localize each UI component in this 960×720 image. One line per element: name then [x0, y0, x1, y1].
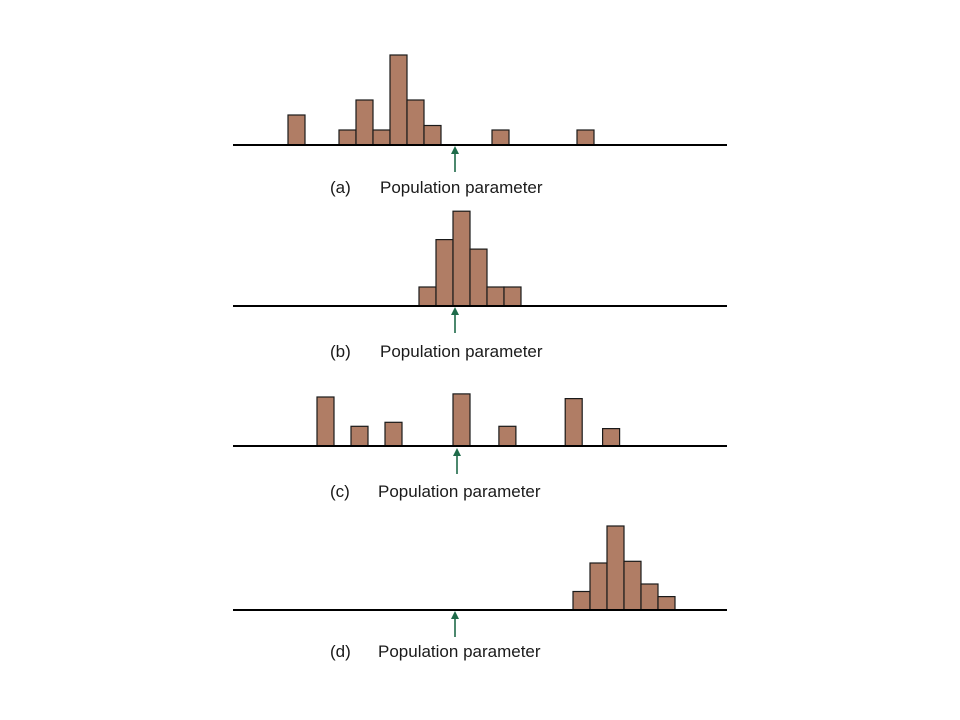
- panel-c-bar-5: [564, 398, 583, 447]
- panel-c: (c) Population parameter: [233, 393, 727, 501]
- panel-c-bar-6: [601, 428, 621, 447]
- panel-d: (d) Population parameter: [233, 525, 727, 661]
- panel-b-tag: (b): [330, 342, 351, 361]
- panel-c-bar-1: [350, 425, 369, 447]
- panel-b-bar-5: [503, 286, 522, 307]
- panel-d-bar-5: [657, 595, 676, 611]
- panel-c-bar-0: [316, 396, 335, 447]
- panel-c-tag: (c): [330, 482, 350, 501]
- panel-c-parameter-arrow: [453, 448, 461, 474]
- panel-d-bar-1: [589, 562, 608, 611]
- panel-b: (b) Population parameter: [233, 210, 727, 361]
- panel-c-caption: Population parameter: [378, 482, 541, 501]
- panel-b-histogram: [418, 210, 522, 307]
- panel-d-histogram: [572, 525, 676, 611]
- panel-a-parameter-arrow: [451, 146, 459, 172]
- panel-a-caption: Population parameter: [380, 178, 543, 197]
- panel-c-bar-2: [384, 421, 403, 447]
- panel-a-bar-5: [406, 99, 425, 146]
- panel-d-bar-3: [623, 560, 642, 611]
- panel-a: (a) Population parameter: [233, 54, 727, 197]
- panel-a-bar-1: [338, 129, 357, 146]
- panel-b-bar-1: [435, 239, 454, 307]
- panel-d-bar-0: [572, 590, 591, 611]
- panel-b-parameter-arrow: [451, 307, 459, 333]
- panel-a-tag: (a): [330, 178, 351, 197]
- panel-a-histogram: [287, 54, 595, 146]
- panel-a-bar-0: [287, 114, 306, 146]
- panel-c-bar-4: [498, 425, 517, 447]
- panel-a-bar-4: [389, 54, 408, 146]
- panel-a-bar-7: [491, 129, 510, 146]
- panel-a-bar-3: [372, 129, 391, 146]
- panel-b-bar-2: [452, 210, 471, 307]
- panel-b-bar-4: [486, 286, 505, 307]
- panel-c-bar-3: [452, 393, 471, 447]
- panel-d-parameter-arrow: [451, 611, 459, 637]
- panel-b-caption: Population parameter: [380, 342, 543, 361]
- panel-d-tag: (d): [330, 642, 351, 661]
- panel-a-bar-2: [355, 99, 374, 146]
- panel-b-bar-3: [469, 248, 488, 307]
- panel-c-histogram: [316, 393, 621, 447]
- panel-a-bar-6: [423, 124, 442, 146]
- panel-d-bar-2: [606, 525, 625, 611]
- panel-d-caption: Population parameter: [378, 642, 541, 661]
- panel-b-bar-0: [418, 286, 437, 307]
- panel-d-bar-4: [640, 583, 659, 611]
- panel-a-bar-8: [576, 129, 595, 146]
